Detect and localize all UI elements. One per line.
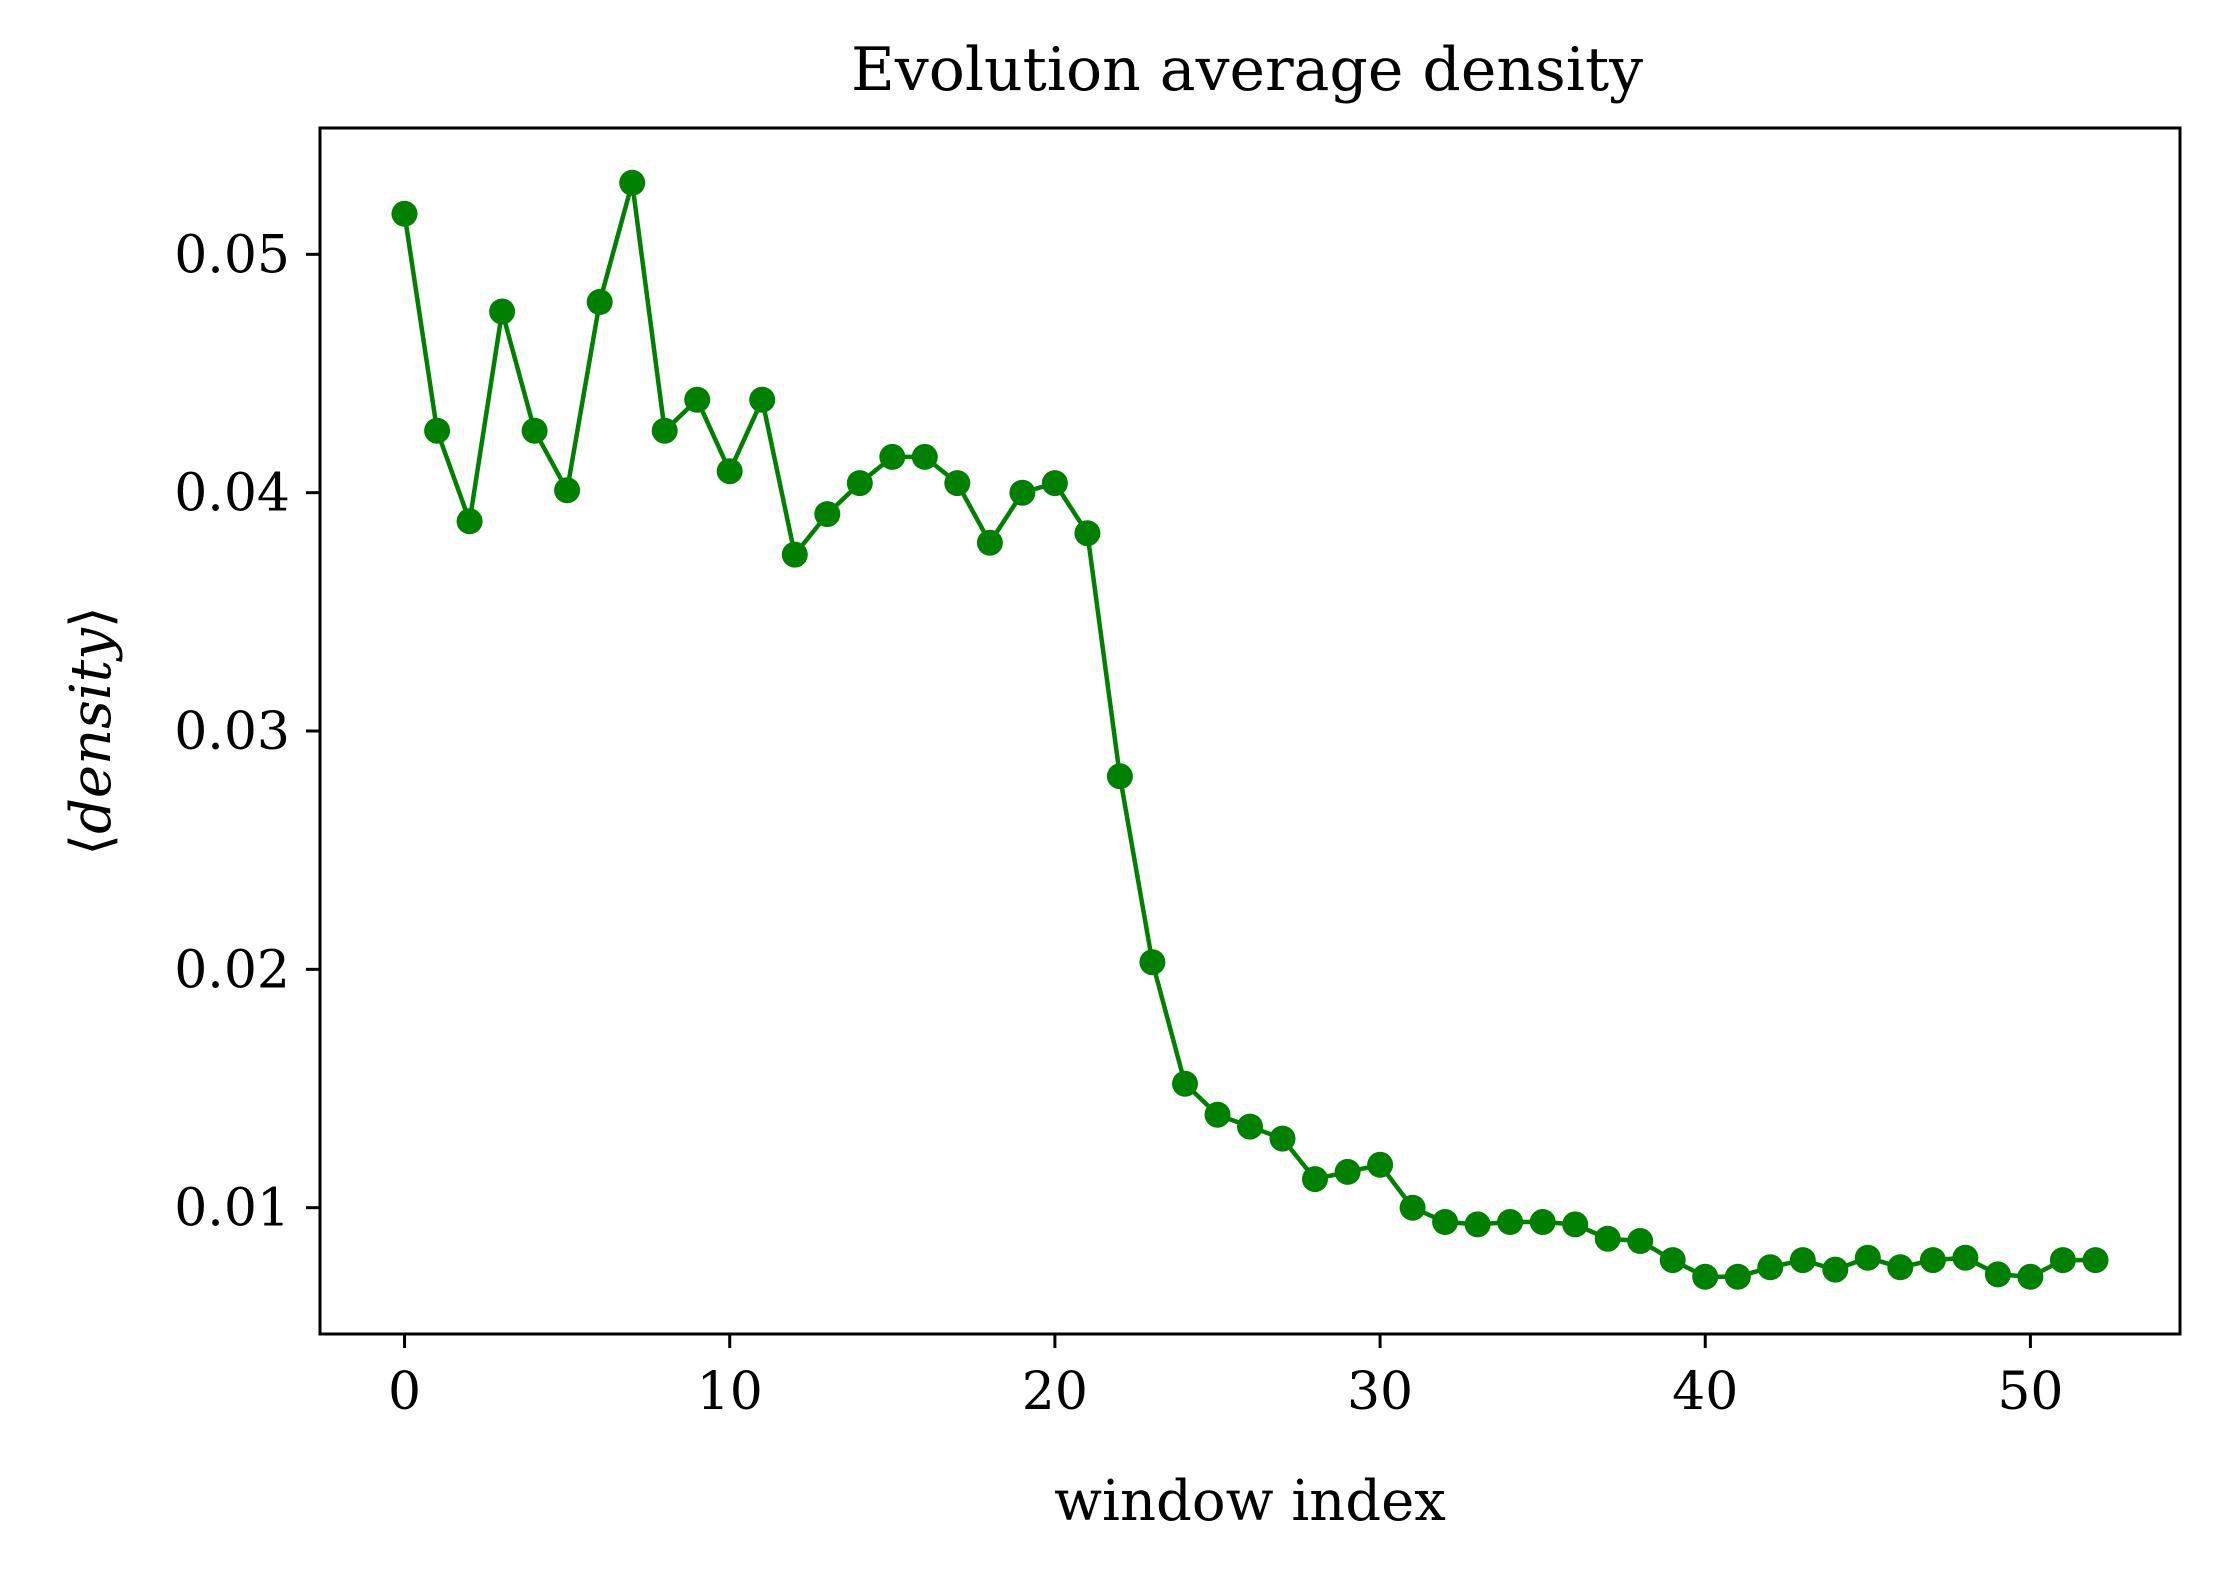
data-point-10 xyxy=(716,458,743,485)
data-point-27 xyxy=(1269,1125,1296,1152)
data-point-46 xyxy=(1887,1254,1914,1281)
data-point-41 xyxy=(1724,1263,1751,1290)
data-point-16 xyxy=(911,443,938,470)
data-point-45 xyxy=(1854,1244,1881,1271)
y-axis-label-close: ⟩ xyxy=(59,606,124,628)
data-point-2 xyxy=(456,508,483,535)
data-point-11 xyxy=(749,386,776,413)
data-point-29 xyxy=(1334,1158,1361,1185)
data-point-39 xyxy=(1659,1247,1686,1274)
x-tick-label-50: 50 xyxy=(1997,1362,2063,1422)
y-tick-label-0.02: 0.02 xyxy=(174,940,290,1000)
data-point-31 xyxy=(1399,1194,1426,1221)
data-point-15 xyxy=(879,443,906,470)
y-axis-label-open: ⟨ xyxy=(59,834,124,856)
x-tick-label-30: 30 xyxy=(1347,1362,1413,1422)
series-line xyxy=(402,180,2096,1280)
data-point-18 xyxy=(976,529,1003,556)
data-point-20 xyxy=(1041,470,1068,497)
data-point-8 xyxy=(651,417,678,444)
data-point-22 xyxy=(1106,763,1133,790)
data-point-37 xyxy=(1594,1225,1621,1252)
data-point-52 xyxy=(2082,1247,2109,1274)
data-point-23 xyxy=(1139,949,1166,976)
data-point-38 xyxy=(1627,1228,1654,1254)
data-point-35 xyxy=(1529,1209,1556,1235)
data-point-7 xyxy=(619,169,646,196)
data-point-43 xyxy=(1789,1247,1816,1274)
data-point-25 xyxy=(1204,1101,1231,1128)
data-point-17 xyxy=(944,470,971,497)
data-point-42 xyxy=(1757,1254,1784,1281)
data-point-36 xyxy=(1562,1211,1589,1238)
y-axis: 0.01 0.02 0.03 0.04 0.05 xyxy=(174,225,320,1239)
data-point-4 xyxy=(521,417,548,444)
y-tick-label-0.04: 0.04 xyxy=(174,464,290,524)
data-point-3 xyxy=(489,298,516,325)
data-point-50 xyxy=(2017,1263,2044,1290)
y-tick-label-0.01: 0.01 xyxy=(174,1179,290,1239)
data-point-9 xyxy=(684,386,711,413)
data-point-32 xyxy=(1432,1209,1459,1235)
y-axis-label: ⟨density⟩ xyxy=(59,606,124,856)
x-axis-label: window index xyxy=(1054,1469,1446,1534)
data-point-40 xyxy=(1692,1263,1719,1290)
x-tick-label-0: 0 xyxy=(388,1362,421,1422)
data-point-47 xyxy=(1919,1247,1946,1274)
x-tick-label-20: 20 xyxy=(1022,1362,1088,1422)
data-point-12 xyxy=(781,541,808,568)
data-point-28 xyxy=(1302,1166,1328,1193)
data-point-14 xyxy=(846,470,873,497)
data-point-21 xyxy=(1074,520,1101,547)
data-point-19 xyxy=(1009,479,1036,506)
x-tick-label-10: 10 xyxy=(697,1362,763,1422)
data-point-13 xyxy=(814,501,841,528)
data-point-30 xyxy=(1367,1151,1394,1178)
data-point-33 xyxy=(1464,1211,1491,1238)
data-point-5 xyxy=(554,477,581,504)
y-axis-label-word: density xyxy=(59,627,124,834)
data-point-0 xyxy=(391,200,418,227)
y-tick-label-0.05: 0.05 xyxy=(174,225,290,285)
data-point-44 xyxy=(1822,1256,1849,1283)
data-point-6 xyxy=(586,289,613,315)
x-axis: 0 10 20 30 40 50 xyxy=(388,1334,2064,1422)
data-point-49 xyxy=(1984,1261,2011,1288)
series-points xyxy=(391,169,2109,1290)
data-point-1 xyxy=(424,417,451,444)
y-tick-label-0.03: 0.03 xyxy=(174,702,290,762)
data-point-26 xyxy=(1237,1113,1263,1140)
data-point-34 xyxy=(1497,1209,1524,1235)
data-point-48 xyxy=(1952,1244,1979,1271)
data-point-51 xyxy=(2049,1247,2076,1274)
chart-title: Evolution average density xyxy=(851,35,1643,105)
data-point-24 xyxy=(1172,1070,1198,1097)
x-tick-label-40: 40 xyxy=(1672,1362,1738,1422)
